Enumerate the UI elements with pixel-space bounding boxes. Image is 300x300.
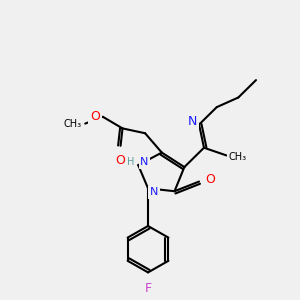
Text: O: O <box>116 154 125 166</box>
Text: N: N <box>150 187 158 197</box>
Text: O: O <box>205 173 215 186</box>
Text: CH₃: CH₃ <box>229 152 247 162</box>
Text: CH₃: CH₃ <box>63 118 81 129</box>
Text: N: N <box>140 157 148 167</box>
Text: N: N <box>188 115 197 128</box>
Text: H: H <box>127 157 134 167</box>
Text: O: O <box>90 110 100 123</box>
Text: F: F <box>145 282 152 295</box>
